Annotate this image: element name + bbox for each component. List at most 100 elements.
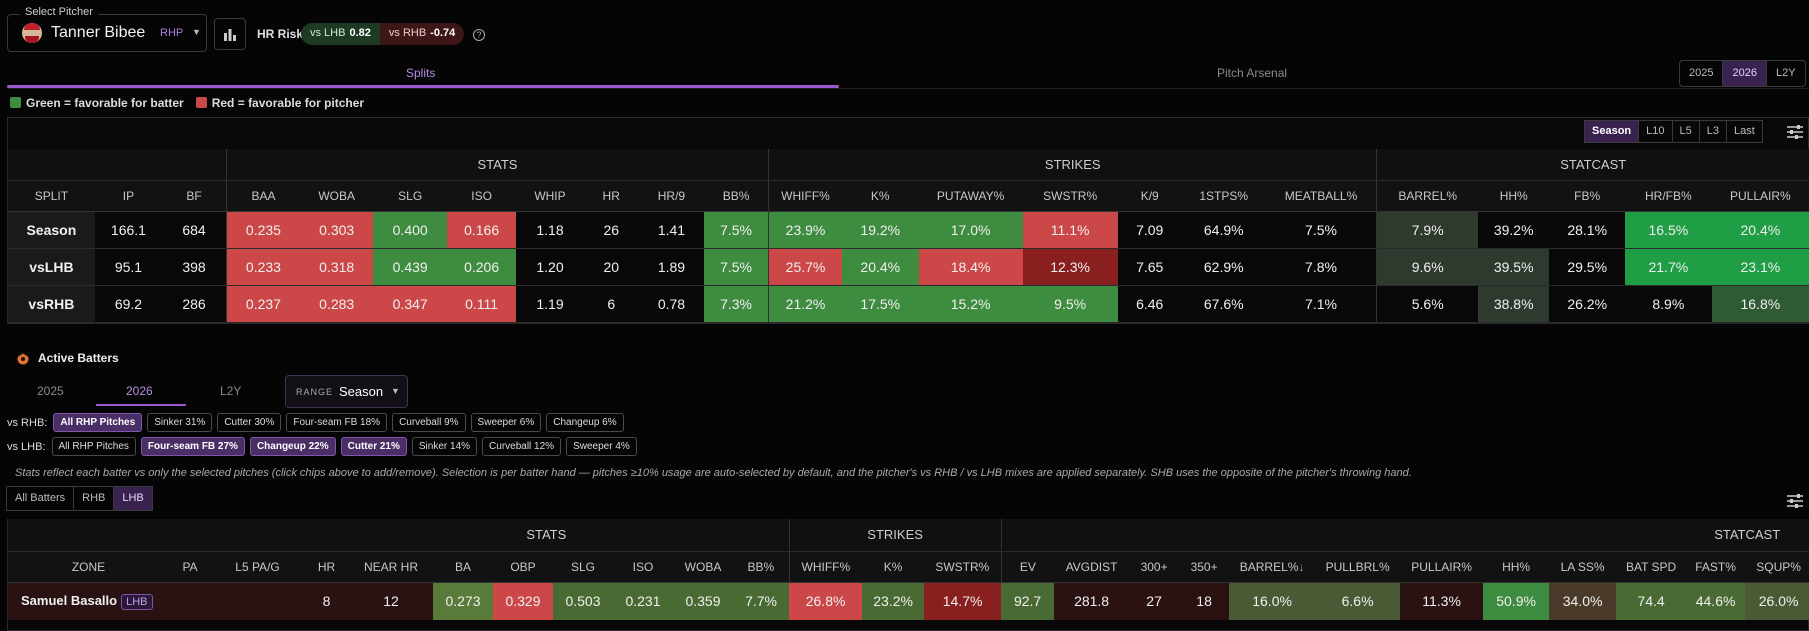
filter-lhb[interactable]: LHB [113,486,153,511]
splits-col-1stps[interactable]: 1STPS% [1181,180,1266,212]
chart-button[interactable] [214,18,246,50]
batters-col-la-ss[interactable]: LA SS% [1549,551,1617,583]
batters-col-squp[interactable]: SQUP% [1745,551,1809,583]
lhb-chip-changeup-22[interactable]: Changeup 22% [249,437,336,456]
splits-col-k[interactable]: K% [842,180,919,212]
splits-col-k-9[interactable]: K/9 [1117,180,1182,212]
lhb-chips-label: vs LHB: [7,440,46,453]
batters-col-pullair[interactable]: PULLAIR% [1400,551,1484,583]
splits-col-whiff[interactable]: WHIFF% [768,180,842,212]
batters-col-pa[interactable]: PA [169,551,211,583]
lhb-chip-cutter-21[interactable]: Cutter 21% [340,437,407,456]
batters-range-select[interactable]: RANGE Season ▼ [285,375,408,408]
split-label: Season [8,211,95,249]
batter-name-cell[interactable]: Samuel Basallo LHB [8,582,304,620]
rhb-chip-sweeper-6[interactable]: Sweeper 6% [470,413,542,432]
batters-tab-l2y[interactable]: L2Y [220,384,242,398]
batter-column-settings-icon[interactable] [1786,493,1804,509]
batters-col-k[interactable]: K% [862,551,925,583]
filter-rhb[interactable]: RHB [73,486,115,511]
range-last-button[interactable]: Last [1726,120,1763,143]
batter-hand-filter: All Batters RHB LHB [6,486,153,511]
batters-col-zone[interactable]: ZONE [8,551,169,583]
tab-active-indicator [7,85,839,88]
splits-col-bb[interactable]: BB% [704,180,769,212]
batters-col-swstr[interactable]: SWSTR% [924,551,1002,583]
splits-col-baa[interactable]: BAA [225,180,300,212]
batters-col-near-hr[interactable]: NEAR HR [349,551,433,583]
table-row[interactable]: Samuel Basallo LHB 8 12 0.273 0.329 0.503 0.231… [8,582,1809,620]
splits-col-pullair[interactable]: PULLAIR% [1711,180,1809,212]
batters-col-ba[interactable]: BA [433,551,493,583]
splits-col-woba[interactable]: WOBA [299,180,374,212]
lhb-chip-sinker-14[interactable]: Sinker 14% [411,437,478,456]
year-2025-button[interactable]: 2025 [1680,61,1724,86]
tab-splits[interactable]: Splits [406,66,436,80]
batter-cell-300: 27 [1129,582,1180,620]
batters-col-350[interactable]: 350+ [1179,551,1230,583]
pitcher-select[interactable]: Select Pitcher Tanner Bibee RHP ▼ [7,6,207,52]
splits-col-putaway[interactable]: PUTAWAY% [918,180,1023,212]
range-l3-button[interactable]: L3 [1698,120,1727,143]
splits-col-swstr[interactable]: SWSTR% [1022,180,1118,212]
splits-col-whip[interactable]: WHIP [516,180,584,212]
batters-col-bat-spd[interactable]: BAT SPD [1616,551,1687,583]
splits-col-hr-fb[interactable]: HR/FB% [1624,180,1712,212]
rhb-chip-sinker-31[interactable]: Sinker 31% [147,413,213,432]
splits-col-hr-9[interactable]: HR/9 [638,180,705,212]
batters-col-obp[interactable]: OBP [493,551,553,583]
batters-group-strikes: STRIKES [788,519,1002,552]
rhb-chip-changeup-6[interactable]: Changeup 6% [546,413,624,432]
splits-col-split[interactable]: SPLIT [8,180,95,212]
batters-tab-2026[interactable]: 2026 [126,384,153,398]
splits-group-empty [8,149,227,181]
splits-col-hh[interactable]: HH% [1477,180,1550,212]
batters-col-bb[interactable]: BB% [733,551,790,583]
range-l10-button[interactable]: L10 [1638,120,1673,143]
batters-col-woba[interactable]: WOBA [673,551,733,583]
splits-col-bf[interactable]: BF [162,180,227,212]
rhb-chip-all-rhp-pitches[interactable]: All RHP Pitches [53,413,143,432]
batters-col-avgdist[interactable]: AVGDIST [1054,551,1130,583]
batters-col-barrel[interactable]: BARREL%↓ [1229,551,1316,583]
batters-group-statcast: STATCAST [1000,519,1809,552]
batters-col-l5-pa-g[interactable]: L5 PA/G [211,551,304,583]
rhb-chip-curveball-9[interactable]: Curveball 9% [392,413,466,432]
batters-col-pullbrl[interactable]: PULLBRL% [1315,551,1401,583]
batters-col-whiff[interactable]: WHIFF% [788,551,863,583]
batters-col-slg[interactable]: SLG [553,551,613,583]
lhb-chip-all-rhp-pitches[interactable]: All RHP Pitches [51,437,136,456]
batters-col-ev[interactable]: EV [1000,551,1055,583]
rhb-chip-cutter-30[interactable]: Cutter 30% [217,413,282,432]
split-cell-meatball: 7.5% [1265,211,1377,249]
column-settings-icon[interactable] [1786,124,1804,140]
splits-col-hr[interactable]: HR [583,180,639,212]
selection-note: Stats reflect each batter vs only the se… [15,467,1412,479]
range-season-button[interactable]: Season [1584,120,1640,143]
splits-col-iso[interactable]: ISO [446,180,517,212]
help-icon[interactable]: ? [473,29,485,41]
batters-tab-2025[interactable]: 2025 [37,384,64,398]
lhb-chip-four-seam-fb-27[interactable]: Four-seam FB 27% [140,437,245,456]
splits-col-meatball[interactable]: MEATBALL% [1265,180,1377,212]
rhb-chip-four-seam-fb-18[interactable]: Four-seam FB 18% [286,413,388,432]
split-cell-baa: 0.237 [225,285,300,323]
filter-all-batters[interactable]: All Batters [6,486,75,511]
batters-col-hr[interactable]: HR [304,551,349,583]
batters-col-hh[interactable]: HH% [1483,551,1550,583]
year-2026-button[interactable]: 2026 [1723,61,1767,86]
splits-col-ip[interactable]: IP [94,180,163,212]
lhb-chip-sweeper-4[interactable]: Sweeper 4% [566,437,637,456]
batters-col-fast[interactable]: FAST% [1686,551,1746,583]
year-l2y-button[interactable]: L2Y [1775,67,1796,79]
range-label: RANGE [296,387,334,397]
split-cell-putaway: 18.4% [918,248,1023,286]
splits-col-fb[interactable]: FB% [1549,180,1625,212]
batters-col-iso[interactable]: ISO [613,551,673,583]
splits-col-slg[interactable]: SLG [373,180,447,212]
batters-col-300[interactable]: 300+ [1129,551,1180,583]
splits-col-barrel[interactable]: BARREL% [1376,180,1478,212]
tab-pitch-arsenal[interactable]: Pitch Arsenal [1217,66,1288,80]
lhb-chip-curveball-12[interactable]: Curveball 12% [482,437,562,456]
range-l5-button[interactable]: L5 [1671,120,1700,143]
